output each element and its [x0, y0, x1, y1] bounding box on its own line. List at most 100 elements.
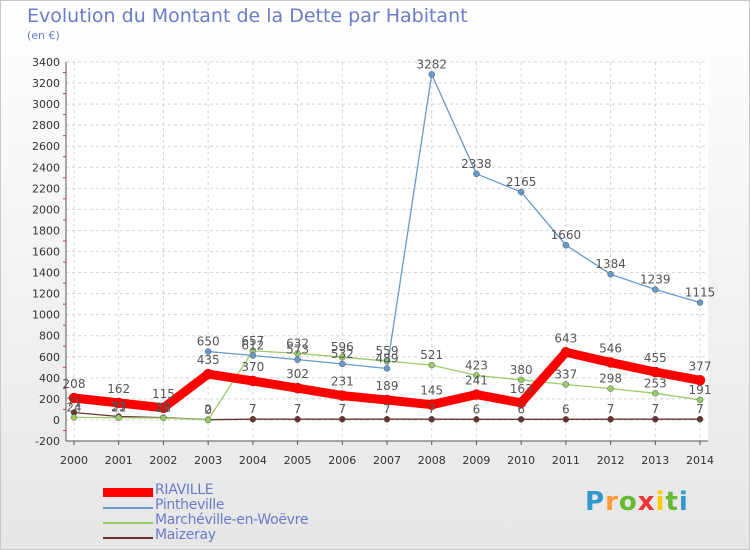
data-point-riaville [694, 375, 706, 386]
data-label: 7 [249, 402, 257, 416]
data-point-maizeray [383, 415, 391, 423]
x-tick-label: 2013 [641, 454, 669, 467]
data-point-riaville [158, 402, 169, 414]
data-point-marcheville-en-woevre [428, 361, 435, 369]
data-point-riaville [471, 389, 482, 400]
data-point-pintheville [339, 360, 346, 368]
data-label: 24 [66, 400, 81, 414]
logo-letter: r [605, 487, 619, 517]
y-tick-label: 2800 [32, 119, 60, 132]
y-tick-label: 800 [39, 330, 60, 343]
data-label: 163 [510, 382, 533, 396]
data-point-riaville [650, 366, 661, 378]
data-point-marcheville-en-woevre [339, 353, 346, 361]
data-point-riaville [560, 347, 572, 358]
legend-swatch [103, 507, 153, 509]
data-label: 33 [111, 399, 126, 413]
data-point-riaville [247, 375, 259, 387]
logo-letter: x [637, 487, 656, 517]
data-label: 596 [331, 340, 354, 354]
data-point-riaville [605, 357, 616, 368]
data-label: 573 [286, 343, 309, 357]
data-point-marcheville-en-woevre [473, 372, 480, 379]
data-point-marcheville-en-woevre [115, 414, 122, 421]
data-point-marcheville-en-woevre [652, 390, 659, 397]
data-label: 1384 [595, 257, 626, 271]
data-point-pintheville [652, 286, 659, 293]
data-label: 7 [651, 402, 659, 416]
x-tick-label: 2011 [552, 454, 580, 467]
y-tick-label: 1800 [32, 224, 60, 237]
data-point-riaville [426, 399, 437, 410]
logo-letter: P [585, 487, 606, 517]
data-point-maizeray [562, 416, 570, 423]
x-tick-label: 2010 [507, 454, 535, 467]
y-tick-label: 400 [39, 372, 60, 385]
data-point-marcheville-en-woevre [562, 381, 570, 388]
data-point-maizeray [428, 415, 435, 423]
data-label: 559 [376, 344, 399, 358]
y-tick-label: 2600 [32, 140, 60, 153]
data-point-pintheville [473, 170, 480, 178]
data-label: 1115 [685, 286, 716, 300]
axes: -200 0 200 400 600 800 1000 1200 1400 1600 1800 200… [32, 56, 714, 467]
data-point-pintheville [249, 352, 257, 359]
data-label: 7 [428, 402, 436, 416]
data-label: 208 [63, 377, 86, 391]
data-point-pintheville [204, 348, 212, 355]
data-point-maizeray [249, 415, 257, 423]
data-label: 231 [331, 375, 354, 389]
legend-swatch [103, 522, 153, 524]
x-tick-label: 2008 [418, 454, 446, 467]
x-tick-label: 2012 [597, 454, 625, 467]
proxiti-logo: Proxiti [585, 487, 689, 517]
data-label: 435 [197, 353, 220, 367]
x-tick-label: 2001 [105, 454, 133, 467]
data-point-riaville [68, 392, 80, 404]
data-label: 657 [241, 334, 264, 348]
data-label: 241 [465, 374, 488, 388]
y-tick-label: 3000 [32, 98, 60, 111]
data-point-pintheville [696, 299, 704, 306]
y-tick-label: 0 [53, 414, 60, 427]
data-point-marcheville-en-woevre [607, 385, 614, 392]
logo-letter: i [655, 487, 666, 517]
data-point-pintheville [562, 241, 570, 249]
data-point-riaville [202, 368, 214, 380]
y-tick-label: -200 [35, 435, 60, 448]
data-label: 7 [696, 402, 704, 416]
data-label: 423 [465, 358, 488, 372]
y-tick-label: 3400 [32, 56, 60, 69]
data-label: 643 [554, 331, 577, 345]
logo-letter: o [618, 487, 638, 517]
data-point-riaville [337, 390, 348, 401]
y-tick-label: 3200 [32, 77, 60, 90]
legend-label: RIAVILLE [155, 482, 214, 498]
x-tick-label: 2005 [284, 454, 312, 467]
data-label: 302 [286, 367, 309, 381]
data-label: 380 [510, 363, 533, 377]
data-point-riaville [381, 394, 393, 406]
data-label: 1239 [640, 273, 671, 287]
data-point-pintheville [294, 356, 301, 363]
data-label: 455 [644, 351, 667, 365]
data-label: 521 [420, 348, 443, 362]
data-label: 21 [111, 401, 126, 415]
data-label: 2338 [461, 157, 492, 171]
data-label: 18 [156, 401, 171, 415]
y-tick-label: 2400 [32, 161, 60, 174]
data-label: 7 [294, 402, 302, 416]
data-label: 6 [473, 402, 481, 416]
data-point-marcheville-en-woevre [204, 416, 212, 424]
data-label: 191 [689, 383, 712, 397]
data-label: 370 [241, 360, 264, 374]
chart-subtitle: (en €) [27, 29, 60, 42]
legend-swatch [103, 488, 153, 497]
x-tick-label: 2009 [462, 454, 490, 467]
logo-letter: t [665, 487, 679, 517]
data-point-riaville [515, 397, 527, 409]
data-label: 115 [152, 387, 175, 401]
x-tick-label: 2006 [328, 454, 356, 467]
data-label: 2165 [506, 175, 537, 189]
y-tick-label: 1200 [32, 288, 60, 301]
